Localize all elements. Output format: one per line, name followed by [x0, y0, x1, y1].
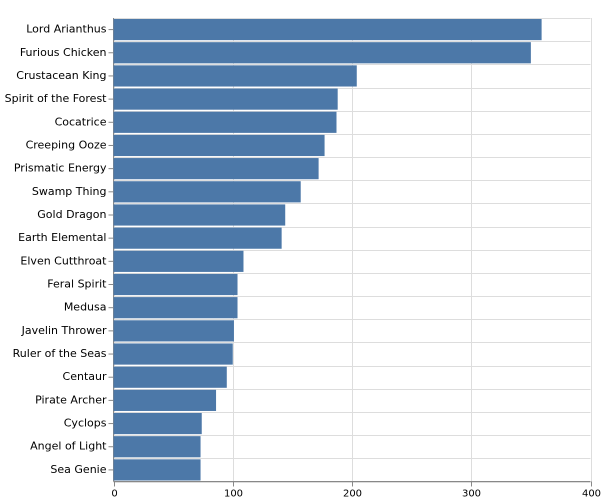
y-tick-label: Ruler of the Seas: [13, 347, 107, 360]
x-tick-label: 300: [462, 489, 481, 500]
y-tick-label: Spirit of the Forest: [5, 92, 108, 105]
bar: [113, 227, 282, 249]
x-tick-label: 100: [224, 489, 243, 500]
bar: [113, 65, 357, 87]
y-tick-label: Gold Dragon: [37, 208, 106, 221]
y-tick-label: Feral Spirit: [47, 278, 107, 291]
y-tick-label: Elven Cutthroat: [20, 254, 107, 267]
y-tick-label: Javelin Thrower: [21, 324, 107, 337]
bar: [113, 459, 201, 481]
bar: [113, 366, 227, 388]
bar: [113, 412, 202, 435]
bar: [113, 88, 338, 110]
bar: [113, 273, 238, 296]
bar: [113, 134, 325, 157]
y-tick-label: Centaur: [63, 370, 107, 383]
y-tick-label: Medusa: [64, 301, 107, 314]
y-tick-label: Angel of Light: [30, 440, 107, 453]
x-tick-label: 400: [582, 489, 601, 500]
y-tick-label: Creeping Ooze: [26, 138, 107, 151]
bar: [113, 250, 244, 272]
bar: [113, 42, 531, 64]
y-tick-label: Cocatrice: [55, 115, 107, 128]
bar: [113, 320, 234, 342]
x-tick-label: 200: [343, 489, 362, 500]
y-tick-label: Prismatic Energy: [14, 162, 107, 175]
y-tick-label: Lord Arianthus: [26, 23, 107, 36]
y-tick-label: Cyclops: [64, 417, 107, 430]
y-tick-label: Furious Chicken: [20, 46, 107, 59]
bar: [113, 343, 233, 365]
bar: [113, 158, 319, 180]
bar: [113, 111, 337, 133]
y-tick-label: Crustacean King: [16, 69, 106, 82]
bar: [113, 204, 286, 226]
y-tick-label: Pirate Archer: [35, 393, 107, 406]
bar: [113, 436, 201, 458]
bar: [113, 19, 542, 41]
bar: [113, 389, 217, 411]
bar: [113, 181, 301, 203]
y-tick-label: Sea Genie: [50, 463, 106, 476]
y-tick-label: Swamp Thing: [32, 185, 107, 198]
bar: [113, 297, 238, 319]
x-tick-label: 0: [111, 489, 117, 500]
y-tick-label: Earth Elemental: [18, 231, 106, 244]
